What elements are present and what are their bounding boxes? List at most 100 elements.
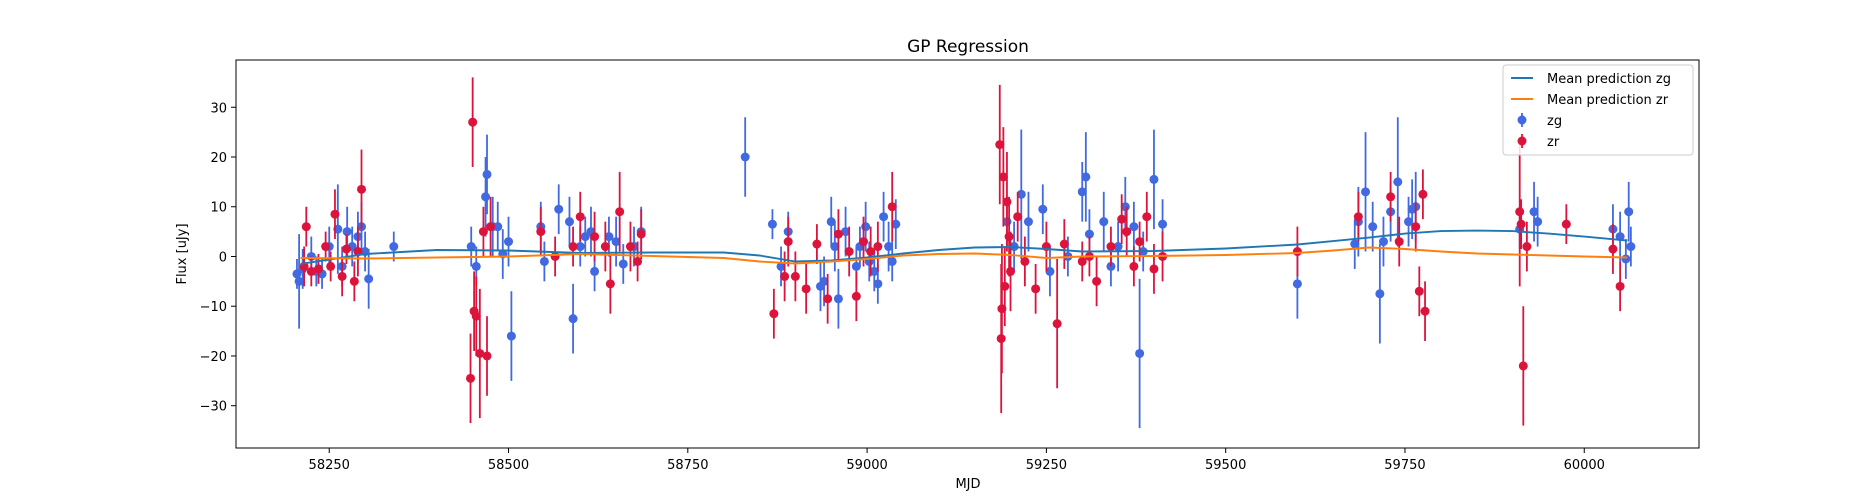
data-point-zg <box>767 219 777 229</box>
legend-label: zg <box>1547 114 1562 129</box>
data-point-zg <box>776 261 786 271</box>
data-point-zg <box>1350 239 1360 249</box>
data-point-zr <box>471 311 481 321</box>
data-point-zr <box>1608 244 1618 254</box>
data-point-zr <box>468 117 478 127</box>
x-tick-label: 59750 <box>1384 458 1425 473</box>
legend-marker-swatch <box>1517 115 1527 125</box>
data-point-zg <box>604 232 614 242</box>
plot-area <box>292 77 1636 429</box>
data-point-zg <box>887 256 897 266</box>
data-point-zr <box>1149 264 1159 274</box>
data-point-zr <box>1394 237 1404 247</box>
data-point-zg <box>861 222 871 232</box>
data-point-zg <box>1113 242 1123 252</box>
data-point-zr <box>301 222 311 232</box>
data-point-zg <box>851 261 861 271</box>
data-point-zr <box>550 251 560 261</box>
data-point-zr <box>783 237 793 247</box>
axis-ticks: 58250 58500 58750 59000 59250 59500 59750 60000… <box>200 101 1605 473</box>
data-point-zg <box>879 212 889 222</box>
data-point-zr <box>349 276 359 286</box>
data-point-zg <box>873 279 883 289</box>
x-tick-label: 59000 <box>846 458 887 473</box>
data-point-zr <box>633 256 643 266</box>
data-point-zr <box>859 237 869 247</box>
data-point-zg <box>826 217 836 227</box>
data-point-zr <box>1615 281 1625 291</box>
data-point-zr <box>1129 261 1139 271</box>
data-point-zr <box>1004 232 1014 242</box>
y-axis-label: Flux [uJy] <box>175 223 190 284</box>
data-point-zr <box>536 227 546 237</box>
data-point-zg <box>841 227 851 237</box>
data-point-zg <box>1361 187 1371 197</box>
data-point-zg <box>506 331 516 341</box>
data-point-zr <box>1418 189 1428 199</box>
data-point-zr <box>326 261 336 271</box>
data-point-zr <box>1117 214 1127 224</box>
data-point-zr <box>1092 276 1102 286</box>
data-point-zg <box>1624 207 1634 217</box>
data-point-zr <box>615 207 625 217</box>
data-point-zr <box>851 291 861 301</box>
data-point-zg <box>830 242 840 252</box>
plot-frame <box>235 59 1700 449</box>
data-point-zg <box>1378 237 1388 247</box>
data-point-zg <box>1045 266 1055 276</box>
data-point-zr <box>1059 239 1069 249</box>
data-point-zr <box>1002 197 1012 207</box>
data-point-zr <box>478 227 488 237</box>
data-point-zg <box>1149 174 1159 184</box>
data-point-zg <box>342 227 352 237</box>
data-point-zr <box>1006 266 1016 276</box>
data-point-zr <box>636 229 646 239</box>
y-tick-label: −10 <box>200 300 227 315</box>
data-point-zg <box>471 261 481 271</box>
data-point-zg <box>564 217 574 227</box>
data-point-zr <box>995 140 1005 150</box>
data-point-zg <box>819 276 829 286</box>
data-point-zr <box>887 202 897 212</box>
x-tick-label: 59250 <box>1026 458 1067 473</box>
data-point-zr <box>1353 212 1363 222</box>
data-point-zr <box>482 351 492 361</box>
data-point-zr <box>625 242 635 252</box>
data-point-zg <box>1084 229 1094 239</box>
y-tick-label: 30 <box>210 101 227 116</box>
data-point-zr <box>306 266 316 276</box>
data-point-zr <box>1522 242 1532 252</box>
data-point-zg <box>575 242 585 252</box>
data-point-zg <box>1292 279 1302 289</box>
data-point-zg <box>869 266 879 276</box>
chart-title: GP Regression <box>907 37 1029 57</box>
data-point-zr <box>330 209 340 219</box>
data-point-zr <box>780 271 790 281</box>
data-point-zg <box>1129 222 1139 232</box>
data-point-zr <box>341 244 351 254</box>
data-point-zg <box>466 242 476 252</box>
data-point-zr <box>1000 281 1010 291</box>
data-point-zr <box>1386 192 1396 202</box>
data-point-zr <box>823 294 833 304</box>
data-point-zr <box>1013 212 1023 222</box>
line-mean-prediction-zg <box>300 229 1628 265</box>
data-point-zr <box>590 232 600 242</box>
legend-label: Mean prediction zg <box>1547 72 1671 87</box>
data-point-zr <box>575 212 585 222</box>
x-tick-label: 58250 <box>309 458 350 473</box>
y-tick-label: −30 <box>200 400 227 415</box>
data-point-zg <box>891 219 901 229</box>
data-point-zr <box>1077 256 1087 266</box>
data-point-zg <box>833 294 843 304</box>
data-point-zr <box>486 222 496 232</box>
data-point-zr <box>600 242 610 252</box>
data-point-zg <box>364 274 374 284</box>
data-point-zr <box>313 264 323 274</box>
data-point-zg <box>568 314 578 324</box>
data-point-zg <box>504 237 514 247</box>
data-point-zg <box>1404 217 1414 227</box>
data-point-zg <box>1393 177 1403 187</box>
data-point-zg <box>1077 187 1087 197</box>
